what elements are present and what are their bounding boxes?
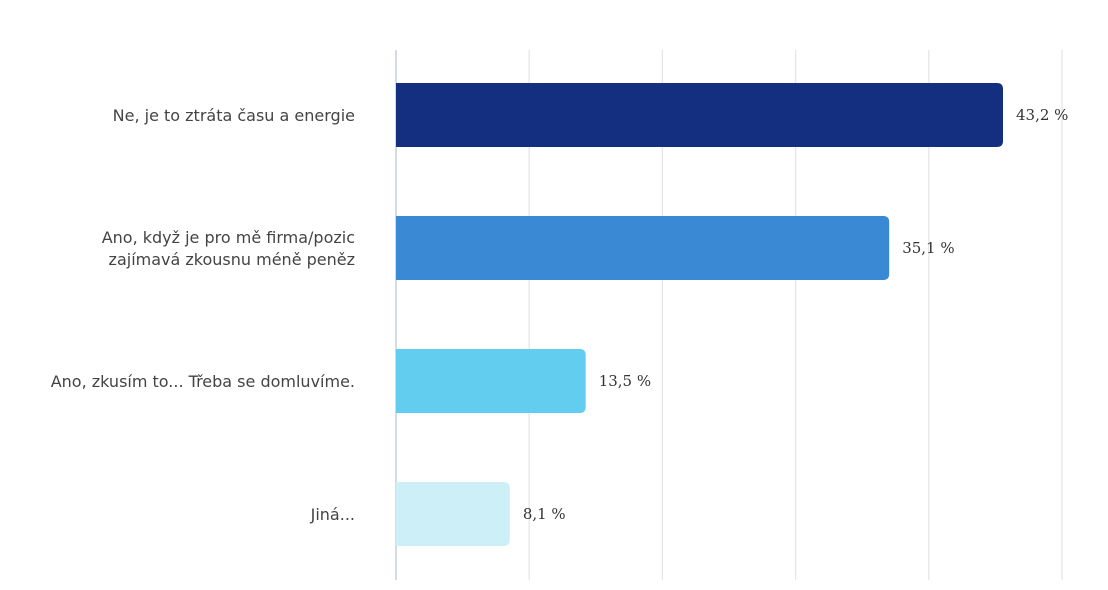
bar xyxy=(396,83,1003,147)
bar xyxy=(396,216,890,280)
category-label: Ano, zkusím to... Třeba se domluvíme. xyxy=(51,372,355,391)
category-label: Ano, když je pro mě firma/pozic xyxy=(102,228,355,247)
category-label: zajímavá zkousnu méně peněz xyxy=(109,250,355,269)
data-label: 43,2 % xyxy=(1016,106,1068,124)
data-label: 8,1 % xyxy=(523,505,566,523)
data-label: 13,5 % xyxy=(599,372,651,390)
category-labels: Ne, je to ztráta času a energie Ano, když… xyxy=(51,106,355,524)
bar xyxy=(396,349,586,413)
data-label: 35,1 % xyxy=(902,239,954,257)
bar xyxy=(396,482,510,546)
category-label: Jiná... xyxy=(310,505,355,524)
value-labels: 43,2 % 35,1 % 13,5 % 8,1 % xyxy=(523,106,1069,523)
category-label: Ne, je to ztráta času a energie xyxy=(113,106,355,125)
bars xyxy=(396,83,1003,546)
